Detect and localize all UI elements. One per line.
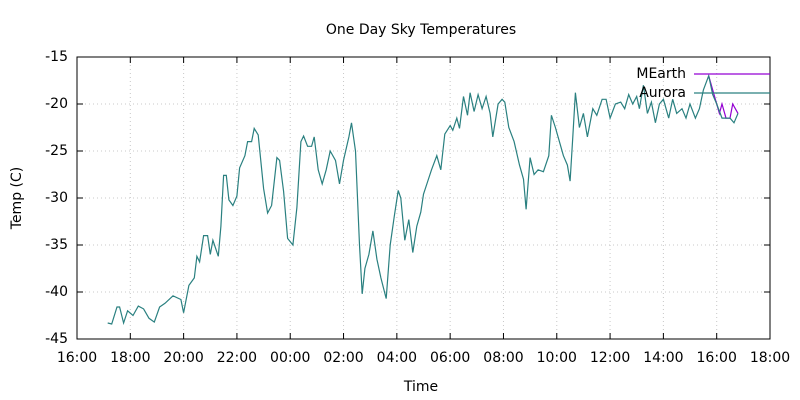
x-tick-label: 04:00 [377, 350, 417, 366]
chart-title: One Day Sky Temperatures [326, 22, 516, 38]
x-tick-label: 14:00 [643, 350, 683, 366]
x-tick-label: 10:00 [537, 350, 577, 366]
x-tick-label: 18:00 [750, 350, 790, 366]
y-tick-label: -25 [45, 143, 68, 159]
x-tick-label: 22:00 [217, 350, 257, 366]
y-tick-label: -15 [45, 49, 68, 65]
y-tick-label: -35 [45, 237, 68, 253]
x-tick-label: 20:00 [163, 350, 203, 366]
x-axis-label: Time [403, 379, 438, 395]
x-tick-label: 18:00 [110, 350, 150, 366]
x-tick-label: 16:00 [57, 350, 97, 366]
plot-frame [76, 56, 771, 340]
series-line [708, 75, 739, 119]
y-tick-label: -45 [45, 331, 68, 347]
legend-label: MEarth [636, 66, 686, 82]
series-line [107, 73, 739, 326]
y-axis-label: Temp (C) [9, 167, 25, 230]
x-tick-label: 00:00 [270, 350, 310, 366]
x-tick-label: 08:00 [483, 350, 523, 366]
legend-label: Aurora [639, 85, 686, 101]
y-tick-label: -40 [45, 284, 68, 300]
x-tick-label: 12:00 [590, 350, 630, 366]
y-tick-label: -20 [45, 96, 68, 112]
x-tick-label: 02:00 [323, 350, 363, 366]
x-tick-label: 16:00 [697, 350, 737, 366]
x-tick-label: 06:00 [430, 350, 470, 366]
y-tick-label: -30 [45, 190, 68, 206]
